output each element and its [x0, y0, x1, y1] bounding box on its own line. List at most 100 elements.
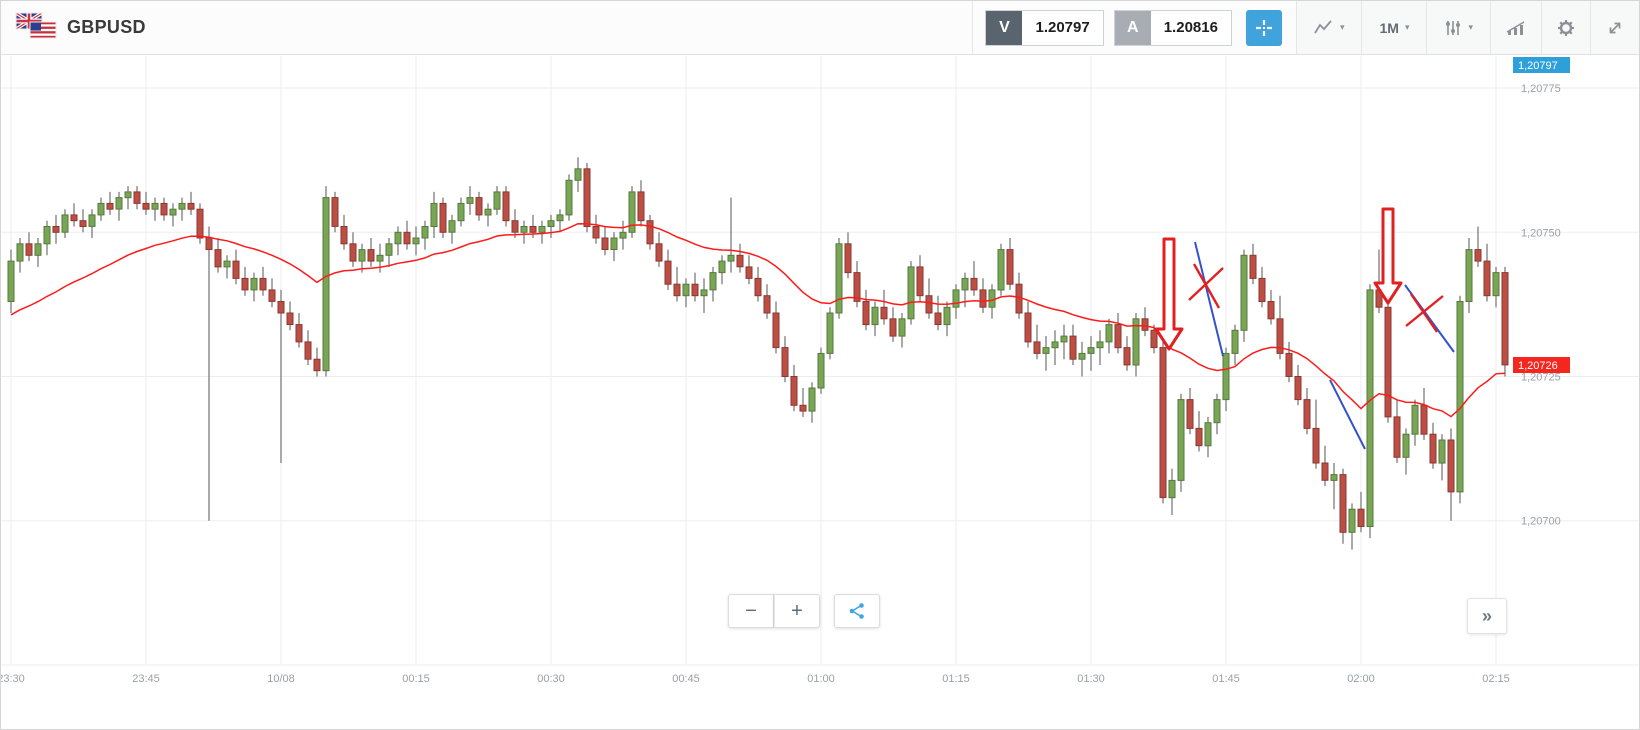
candle	[1114, 324, 1122, 349]
candle	[439, 202, 447, 233]
candle	[178, 202, 186, 210]
candle	[1501, 272, 1509, 366]
last-price-badge: 1,20726	[1513, 357, 1570, 373]
candle	[169, 208, 177, 216]
candle	[1240, 254, 1248, 331]
candle	[1456, 301, 1464, 493]
down-arrow-annotation[interactable]	[1373, 207, 1403, 305]
candlestick-chart-canvas[interactable]: 23:30 23:45 10/08 00:15 00:30 00:45 01:00 01:15…	[1, 56, 1640, 730]
candle	[1429, 433, 1437, 464]
candle	[1402, 433, 1410, 458]
candle	[241, 277, 249, 291]
svg-text:01:30: 01:30	[1077, 673, 1105, 685]
candle	[781, 347, 789, 378]
candle	[952, 289, 960, 308]
candle	[1096, 341, 1104, 349]
down-arrow-annotation[interactable]	[1154, 237, 1184, 351]
zoom-controls: − +	[728, 594, 820, 628]
candle	[403, 231, 411, 245]
indicators-selector[interactable]: ▾	[1426, 1, 1490, 54]
fullscreen-button[interactable]	[1590, 1, 1639, 54]
candle	[196, 208, 204, 239]
candle	[88, 214, 96, 227]
candle	[1204, 422, 1212, 447]
candle	[1231, 329, 1239, 354]
candle	[1393, 416, 1401, 458]
candle	[1357, 508, 1365, 528]
candle	[1042, 347, 1050, 354]
candle	[466, 197, 474, 204]
candle	[493, 191, 501, 210]
symbol-title: GBPUSD	[67, 17, 146, 37]
candle	[1420, 404, 1428, 435]
candle	[826, 312, 834, 354]
crosshair-button[interactable]	[1245, 9, 1282, 46]
candle	[934, 312, 942, 325]
candle	[772, 312, 780, 349]
time-axis[interactable]: 23:30 23:45 10/08 00:15 00:30 00:45 01:00 01:15…	[1, 56, 1510, 685]
candle	[673, 283, 681, 297]
candle	[1123, 347, 1131, 366]
sell-tag: V	[986, 10, 1023, 45]
candle	[70, 214, 78, 222]
zoom-out-button[interactable]: −	[728, 594, 774, 628]
settings-button[interactable]	[1541, 1, 1590, 54]
candle	[223, 260, 231, 268]
candle	[349, 243, 357, 262]
candle	[718, 260, 726, 274]
candle	[1348, 508, 1356, 533]
share-icon	[849, 603, 864, 619]
buy-button[interactable]: A 1.20816	[1113, 9, 1232, 46]
moving-average-line[interactable]	[10, 222, 1506, 418]
chart-type-selector[interactable]: ▾	[1295, 1, 1362, 54]
candle	[268, 289, 276, 302]
candle	[34, 243, 42, 256]
market-sentiment-button[interactable]	[1490, 1, 1541, 54]
candle	[1483, 260, 1491, 297]
zoom-in-button[interactable]: +	[774, 594, 820, 628]
candle	[997, 249, 1005, 291]
candle	[1474, 249, 1482, 262]
sell-button[interactable]: V 1.20797	[985, 9, 1104, 46]
candle	[142, 202, 150, 210]
ask-price-badge: 1,20797	[1513, 57, 1570, 73]
chart-type-icon	[1314, 19, 1332, 33]
candle	[7, 260, 15, 303]
cross-annotation[interactable]	[1405, 293, 1444, 333]
svg-text:1,20750: 1,20750	[1521, 227, 1561, 239]
svg-text:00:45: 00:45	[672, 673, 700, 685]
svg-text:00:30: 00:30	[537, 673, 565, 685]
buy-tag: A	[1114, 10, 1151, 45]
candle	[1087, 347, 1095, 354]
candle	[790, 376, 798, 406]
timeframe-selector[interactable]: 1M ▾	[1361, 1, 1427, 54]
candle	[61, 214, 69, 233]
candle	[556, 214, 564, 222]
candle	[799, 404, 807, 412]
candle	[637, 191, 645, 222]
candle	[889, 318, 897, 337]
candle	[1213, 399, 1221, 424]
cross-annotation[interactable]	[1188, 263, 1224, 309]
price-chart[interactable]: 23:30 23:45 10/08 00:15 00:30 00:45 01:00 01:15…	[1, 56, 1640, 730]
svg-text:1,20775: 1,20775	[1521, 83, 1561, 95]
candle	[25, 243, 33, 256]
share-button[interactable]	[834, 594, 880, 628]
trend-line-annotation[interactable]	[1329, 379, 1366, 450]
trend-line-annotation[interactable]	[1194, 241, 1224, 357]
chevron-down-icon: ▾	[1468, 22, 1473, 32]
candle	[448, 220, 456, 233]
candle	[457, 202, 465, 222]
candle	[151, 202, 159, 210]
expand-panel-button[interactable]: »	[1467, 598, 1507, 634]
candle	[1024, 312, 1032, 343]
svg-text:01:45: 01:45	[1212, 673, 1240, 685]
candle	[754, 277, 762, 297]
candle	[583, 168, 591, 228]
candle	[412, 237, 420, 245]
svg-text:02:15: 02:15	[1482, 673, 1510, 685]
candles	[7, 157, 1509, 550]
candle	[682, 283, 690, 297]
candle	[835, 243, 843, 314]
expand-icon	[1609, 22, 1621, 33]
